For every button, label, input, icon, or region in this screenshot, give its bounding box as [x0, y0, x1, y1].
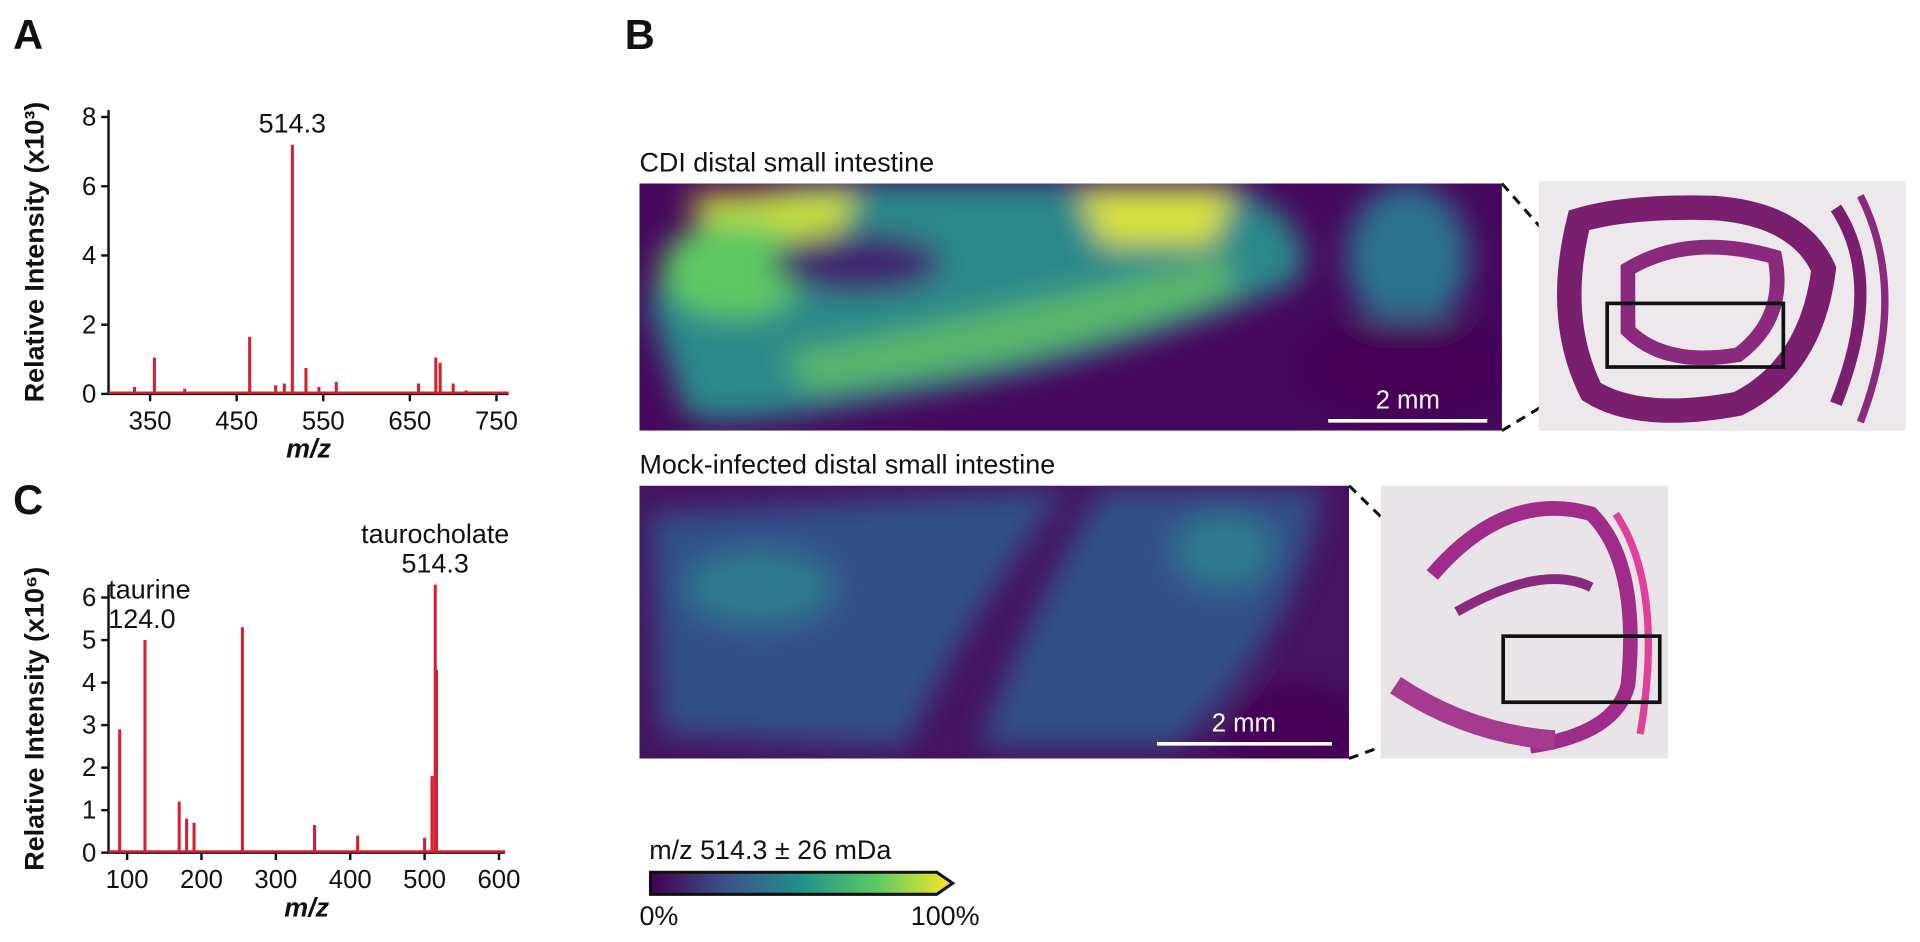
y-tick-label: 8 — [82, 104, 96, 132]
x-tick-label: 200 — [180, 866, 223, 894]
y-tick-label: 5 — [82, 627, 96, 655]
annotation: taurocholate — [361, 519, 509, 549]
image-title: CDI distal small intestine — [639, 147, 934, 177]
colorbar-title: m/z 514.3 ± 26 mDa — [649, 835, 891, 865]
y-tick-label: 6 — [82, 584, 96, 612]
x-tick-label: 550 — [302, 407, 345, 435]
annotation: taurine — [108, 574, 190, 604]
colorbar — [648, 870, 956, 896]
panel-label: A — [13, 11, 43, 58]
x-axis-label: m/z — [284, 892, 329, 922]
y-tick-label: 3 — [82, 712, 96, 740]
x-tick-label: 500 — [403, 866, 446, 894]
histology-image — [1380, 485, 1669, 759]
x-tick-label: 100 — [106, 866, 149, 894]
annotation: 514.3 — [259, 108, 326, 138]
y-tick-label: 1 — [82, 797, 96, 825]
colorbar-max: 100% — [911, 901, 980, 931]
y-axis-label: Relative Intensity (x10⁶) — [20, 567, 50, 871]
x-tick-label: 650 — [388, 407, 431, 435]
scale-bar-label: 2 mm — [1212, 710, 1276, 738]
y-tick-label: 4 — [82, 669, 96, 697]
y-tick-label: 0 — [82, 839, 96, 867]
ms-image — [639, 183, 1502, 431]
x-tick-label: 300 — [254, 866, 297, 894]
x-tick-label: 400 — [329, 866, 372, 894]
panel-label: B — [625, 11, 655, 58]
y-axis-label: Relative Intensity (x10³) — [20, 102, 50, 403]
x-tick-label: 450 — [215, 407, 258, 435]
x-tick-label: 350 — [129, 407, 172, 435]
scale-bar-label: 2 mm — [1376, 387, 1440, 415]
y-tick-label: 4 — [82, 242, 96, 270]
y-tick-label: 2 — [82, 754, 96, 782]
y-tick-label: 0 — [82, 380, 96, 408]
histology-image — [1538, 181, 1906, 431]
panel-label: C — [13, 476, 43, 523]
colorbar-min: 0% — [639, 901, 678, 931]
image-title: Mock-infected distal small intestine — [639, 449, 1055, 479]
y-tick-label: 2 — [82, 311, 96, 339]
x-tick-label: 750 — [475, 407, 518, 435]
ms-image — [639, 485, 1350, 759]
annotation: 124.0 — [108, 604, 175, 634]
x-axis-label: m/z — [286, 434, 331, 464]
annotation: 514.3 — [402, 549, 469, 579]
x-tick-label: 600 — [478, 866, 521, 894]
y-tick-label: 6 — [82, 173, 96, 201]
